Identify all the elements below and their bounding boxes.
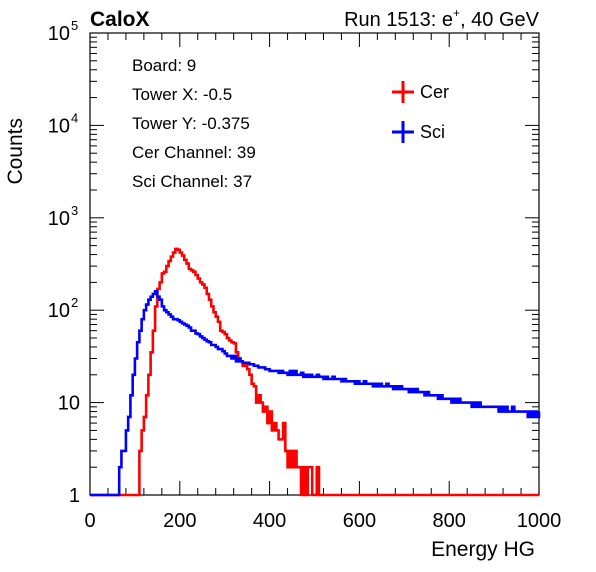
y-tick-exponent: 5 <box>71 18 78 33</box>
legend-label-cer: Cer <box>420 82 449 102</box>
x-tick-label: 200 <box>163 510 196 532</box>
axis-ticks <box>89 32 540 496</box>
info-board: Board: 9 <box>132 56 196 75</box>
legend: Cer Sci <box>392 81 449 143</box>
y-tick-label: 10 <box>48 115 70 137</box>
info-tower-x: Tower X: -0.5 <box>132 85 232 104</box>
x-tick-label: 600 <box>343 510 376 532</box>
info-tower-y: Tower Y: -0.375 <box>132 114 250 133</box>
y-tick-label: 10 <box>58 393 80 415</box>
info-cer-channel: Cer Channel: 39 <box>132 143 256 162</box>
series-line-sci <box>90 290 541 497</box>
x-tick-label: 800 <box>433 510 466 532</box>
legend-marker-sci <box>392 121 414 143</box>
y-axis-title: Counts <box>4 118 27 185</box>
x-axis-title: Energy HG <box>431 538 535 561</box>
series-line-cer <box>90 247 539 497</box>
x-tick-label: 0 <box>84 510 95 532</box>
legend-label-sci: Sci <box>420 122 445 142</box>
info-box: Board: 9 Tower X: -0.5 Tower Y: -0.375 C… <box>132 56 256 191</box>
run-label-post: , 40 GeV <box>460 9 540 31</box>
y-tick-exponent: 3 <box>71 203 78 218</box>
y-tick-label: 10 <box>48 300 70 322</box>
run-label-pre: Run 1513: e <box>344 9 453 31</box>
run-label-sup: + <box>453 6 460 20</box>
legend-marker-cer <box>392 81 414 103</box>
series-layer <box>90 247 541 497</box>
info-sci-channel: Sci Channel: 37 <box>132 172 252 191</box>
y-tick-exponent: 2 <box>71 295 78 310</box>
x-tick-label: 1000 <box>517 510 562 532</box>
y-tick-label: 10 <box>48 23 70 45</box>
y-tick-label: 10 <box>48 208 70 230</box>
x-tick-label: 400 <box>253 510 286 532</box>
y-tick-exponent: 4 <box>71 110 78 125</box>
y-tick-label: 1 <box>69 485 80 507</box>
run-label: Run 1513: e+, 40 GeV <box>344 6 540 31</box>
calox-label: CaloX <box>90 8 150 31</box>
